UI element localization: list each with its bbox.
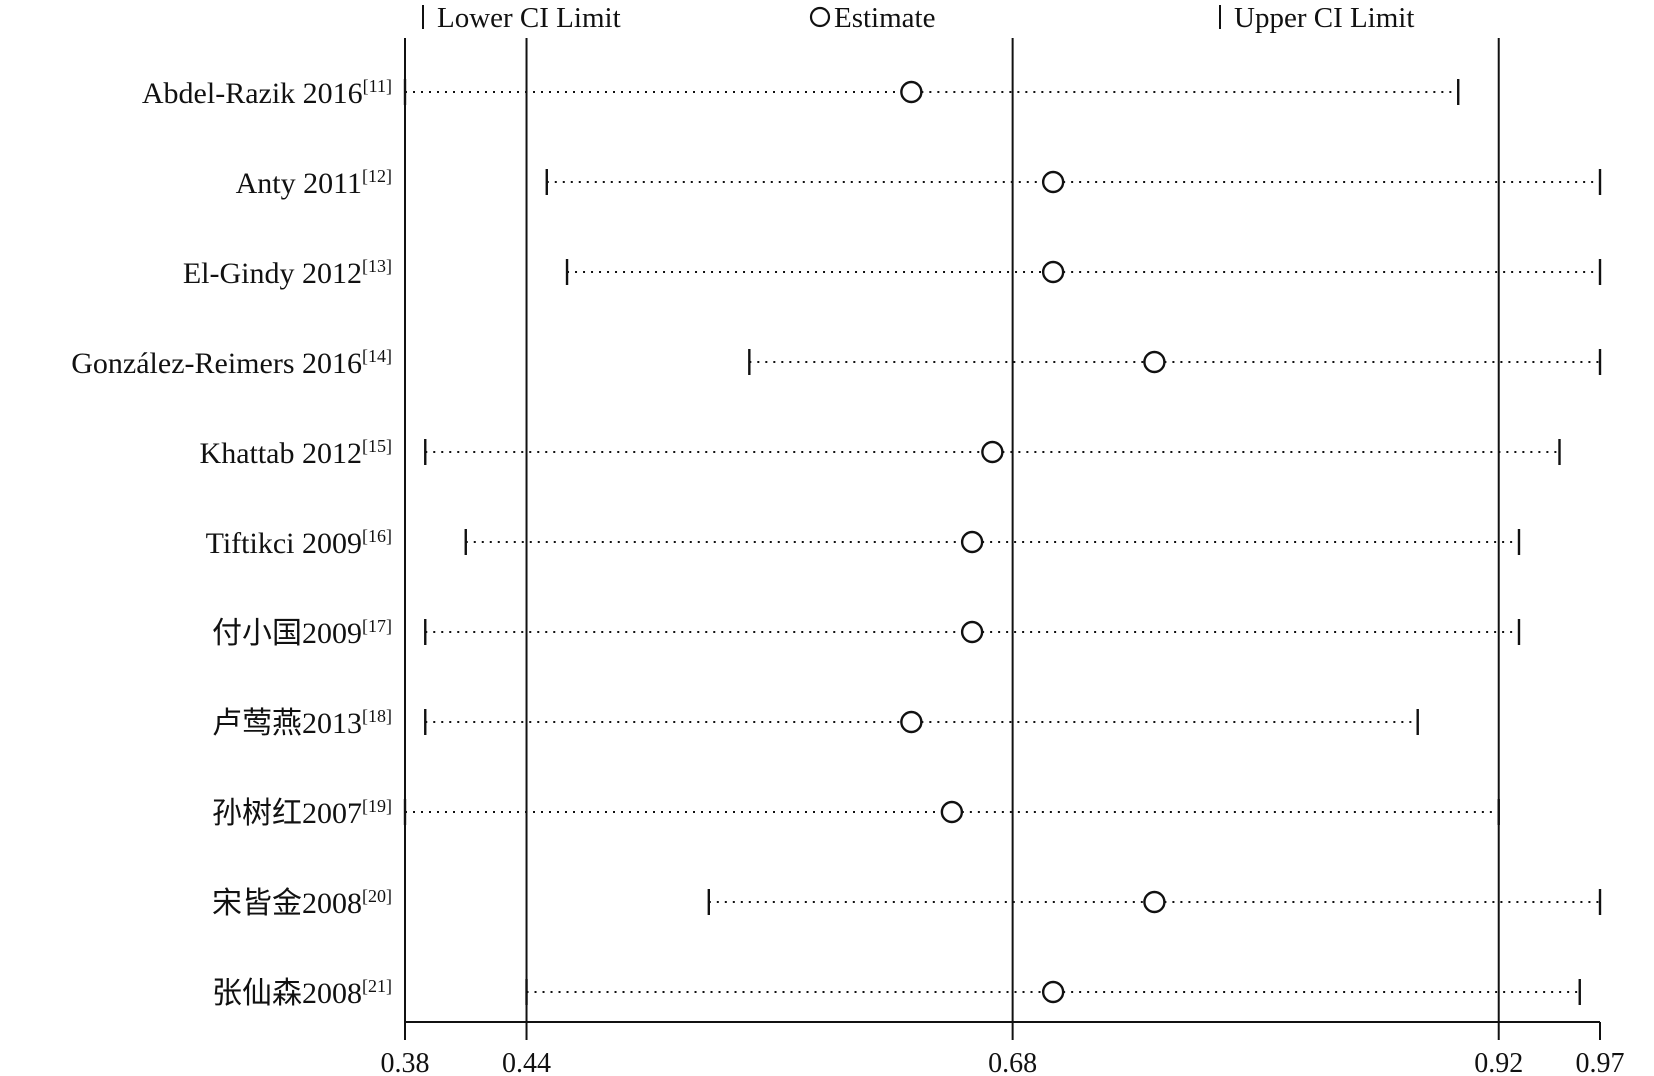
study-name: González-Reimers 2016: [71, 347, 362, 380]
study-reference: [16]: [362, 526, 392, 546]
estimate-marker: [900, 80, 923, 104]
study-label: 宋皆金2008[20]: [212, 886, 392, 920]
study-reference: [13]: [362, 256, 392, 276]
study-label: Khattab 2012[15]: [200, 436, 392, 470]
legend-lower-label: Lower CI Limit: [437, 2, 621, 34]
estimate-marker: [900, 710, 923, 734]
study-label: Abdel-Razik 2016[11]: [142, 76, 392, 110]
study-label: El-Gindy 2012[13]: [183, 256, 392, 290]
study-label: Anty 2011[12]: [236, 166, 392, 200]
study-name: 卢莺燕2013: [212, 707, 362, 740]
estimate-marker: [1143, 350, 1166, 374]
estimate-marker: [960, 530, 984, 554]
study-reference: [18]: [362, 706, 392, 726]
estimate-marker: [1041, 170, 1065, 194]
study-row: 张仙森2008[21]: [212, 976, 1581, 1010]
study-reference: [20]: [362, 886, 392, 906]
estimate-marker: [1041, 260, 1065, 284]
study-name: Tiftikci 2009: [206, 527, 362, 560]
study-row: 孙树红2007[19]: [212, 796, 1500, 830]
study-name: 孙树红2007: [212, 797, 362, 830]
legend-upper-label: Upper CI Limit: [1234, 2, 1414, 34]
x-tick-label-3: 0.92: [1474, 1048, 1523, 1076]
x-tick-label-4: 0.97: [1576, 1048, 1625, 1076]
study-reference: [12]: [362, 166, 392, 186]
estimate-marker: [1041, 980, 1065, 1004]
study-row: Anty 2011[12]: [236, 166, 1602, 200]
legend-estimate-label: Estimate: [834, 2, 935, 34]
study-name: Khattab 2012: [200, 437, 362, 470]
estimate-marker: [1143, 890, 1166, 914]
study-row: 付小国2009[17]: [212, 616, 1521, 650]
estimate-marker: [940, 800, 964, 824]
study-rows: Abdel-Razik 2016[11] Anty 2011[12] El-Gind…: [71, 76, 1602, 1010]
x-axis: 0.38 0.44 0.68 0.92 0.97: [381, 1021, 1625, 1076]
study-name: 张仙森2008: [212, 977, 362, 1010]
x-tick-label-2: 0.68: [988, 1048, 1037, 1076]
estimate-marker: [960, 620, 984, 644]
legend: Lower CI Limit Estimate Upper CI Limit: [422, 2, 1414, 34]
study-reference: [14]: [362, 346, 392, 366]
study-row: 卢莺燕2013[18]: [212, 706, 1419, 740]
study-label: 孙树红2007[19]: [212, 796, 392, 830]
reference-lines: [404, 38, 1500, 1022]
study-label: 张仙森2008[21]: [212, 976, 392, 1010]
study-label: Tiftikci 2009[16]: [206, 526, 392, 560]
study-reference: [19]: [362, 796, 392, 816]
study-row: González-Reimers 2016[14]: [71, 346, 1602, 380]
study-name: 付小国2009: [212, 617, 362, 650]
study-row: El-Gindy 2012[13]: [183, 256, 1602, 290]
study-name: El-Gindy 2012: [183, 257, 362, 290]
study-name: Anty 2011: [236, 167, 362, 200]
study-row: Khattab 2012[15]: [200, 436, 1561, 470]
estimate-marker: [981, 440, 1004, 464]
study-name: 宋皆金2008: [212, 887, 362, 920]
study-reference: [11]: [363, 76, 392, 96]
study-row: Tiftikci 2009[16]: [206, 526, 1521, 560]
study-reference: [21]: [362, 976, 392, 996]
study-row: Abdel-Razik 2016[11]: [142, 76, 1460, 110]
x-tick-label-0: 0.38: [381, 1048, 430, 1076]
study-name: Abdel-Razik 2016: [142, 77, 363, 110]
study-row: 宋皆金2008[20]: [212, 886, 1602, 920]
legend-estimate-marker: [809, 6, 831, 28]
x-tick-label-1: 0.44: [502, 1048, 551, 1076]
study-label: 卢莺燕2013[18]: [212, 706, 392, 740]
study-label: González-Reimers 2016[14]: [71, 346, 392, 380]
study-label: 付小国2009[17]: [212, 616, 392, 650]
study-reference: [15]: [362, 436, 392, 456]
study-reference: [17]: [362, 616, 392, 636]
